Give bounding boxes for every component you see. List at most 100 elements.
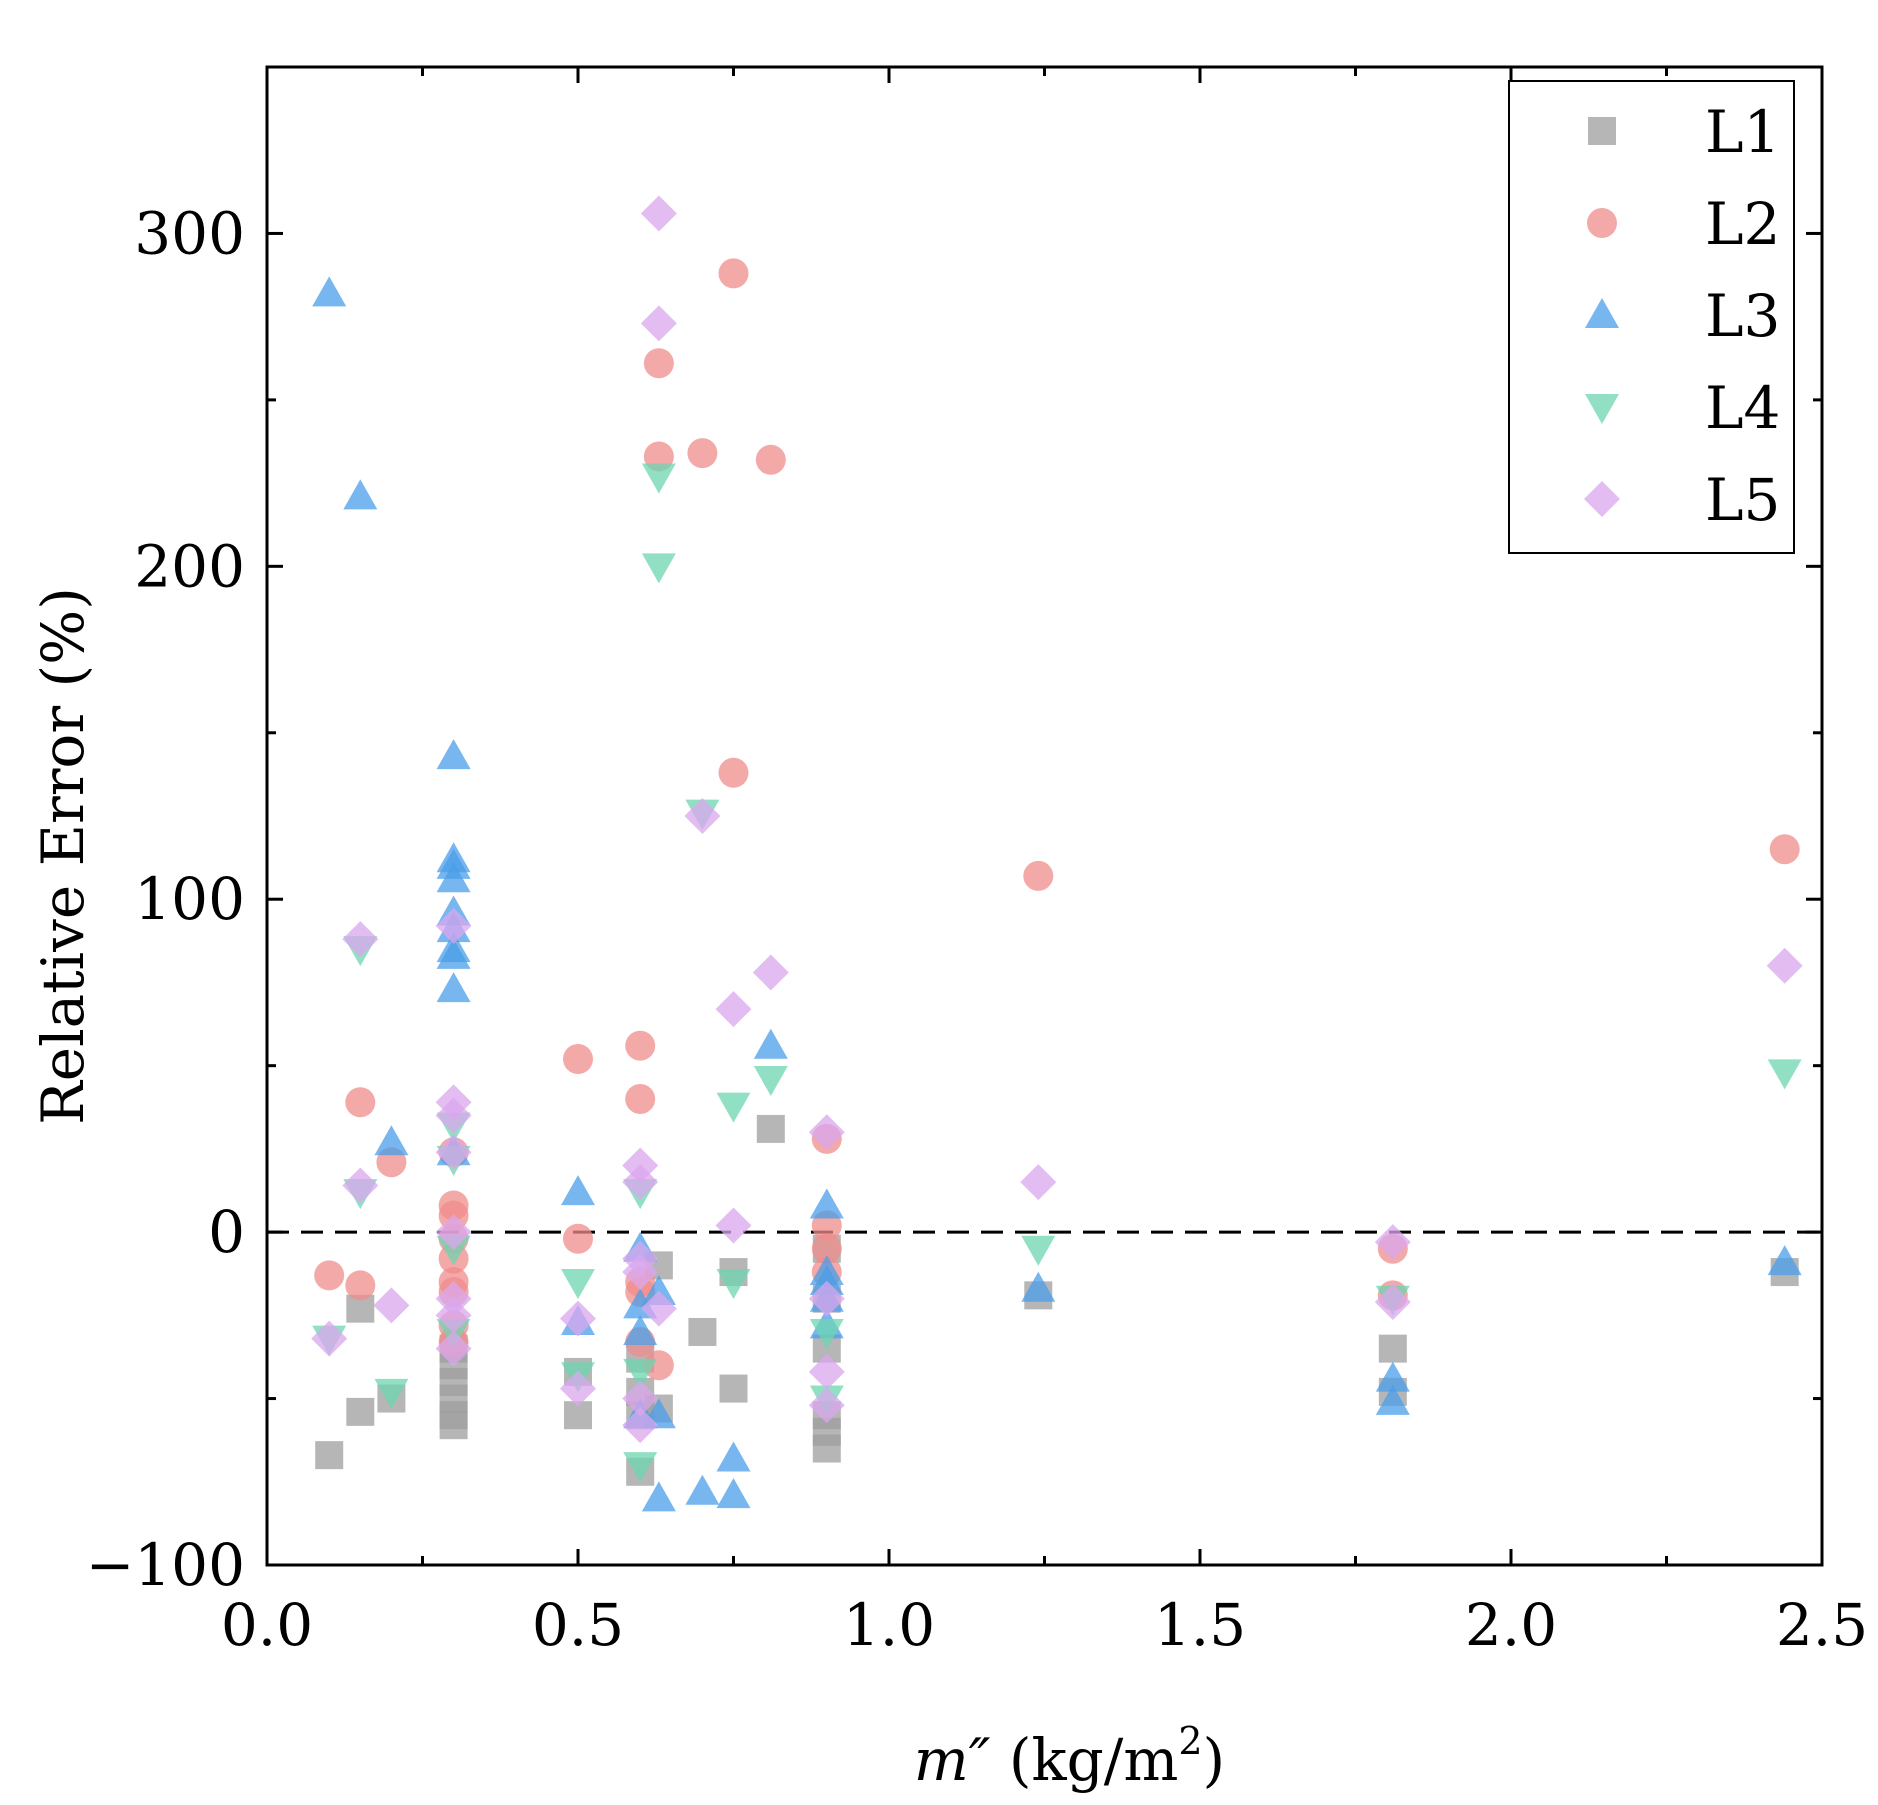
x-tick-label: 1.0 [843,1591,935,1659]
data-point-l5 [435,1097,472,1134]
data-point-l5 [1374,1224,1411,1261]
data-point-l4 [753,1065,788,1096]
data-point-l3 [1767,1245,1802,1276]
x-axis-variable: m″ [914,1726,1009,1794]
data-point-l3 [312,276,347,307]
data-point-l5 [622,1380,659,1417]
data-point-l5 [622,1164,659,1201]
data-point-l3 [436,739,471,770]
legend-marker-l3 [1585,298,1619,328]
data-point-l3 [1375,1384,1410,1415]
data-point-l5 [808,1280,845,1317]
data-point-l3 [623,1314,658,1345]
data-point-l3 [809,1265,844,1296]
data-point-l5 [808,1114,845,1151]
y-tick-label: 0 [208,1198,245,1266]
data-point-l4 [374,1378,409,1409]
data-point-l3 [1021,1271,1056,1302]
data-point-l5 [1374,1284,1411,1321]
data-point-l4 [1767,1059,1802,1090]
legend-label-l4: L4 [1705,374,1780,442]
data-point-l3 [641,1481,676,1512]
y-axis-title: Relative Error (%) [29,587,97,1125]
data-point-l1 [756,1114,785,1143]
data-point-l5 [435,907,472,944]
legend-marker-l4 [1585,394,1619,424]
data-point-l5 [373,1287,410,1324]
data-point-l2 [755,444,786,475]
data-point-l5 [715,991,752,1028]
legend-marker-l5 [1584,481,1620,517]
data-point-l4 [716,1092,751,1123]
data-point-l5 [752,954,789,991]
legend-label-l3: L3 [1705,282,1780,350]
data-point-l3 [716,1441,751,1472]
data-point-l3 [436,862,471,893]
legend-label-l5: L5 [1705,466,1780,534]
series-l5 [311,195,1803,1444]
data-point-l4 [809,1318,844,1349]
legend-label-l2: L2 [1705,190,1780,258]
data-point-l3 [436,938,471,969]
legend-marker-l2 [1587,208,1617,238]
legend-box [1508,80,1795,554]
data-point-l3 [343,479,378,510]
data-point-l4 [641,553,676,584]
data-point-l3 [1375,1361,1410,1392]
data-point-l5 [435,1134,472,1171]
x-tick-label: 2.0 [1465,1591,1557,1659]
x-axis-unit-close: ) [1203,1726,1226,1794]
data-point-l4 [623,1358,658,1389]
data-point-l2 [314,1260,345,1291]
data-point-l3 [436,972,471,1003]
data-point-l5 [560,1370,596,1407]
data-point-l5 [1020,1164,1057,1201]
x-axis-unit: (kg/m [1009,1726,1178,1794]
data-point-l1 [439,1411,468,1440]
data-point-l4 [716,1269,751,1300]
data-point-l1 [1378,1334,1407,1363]
data-point-l5 [808,1387,845,1424]
data-point-l5 [435,1330,472,1367]
data-point-l4 [1021,1235,1056,1266]
x-tick-label: 0.5 [532,1591,624,1659]
data-point-l2 [563,1223,593,1254]
data-point-l2 [625,1083,656,1114]
data-point-l1 [346,1397,375,1426]
data-point-l5 [622,1254,659,1291]
data-point-l1 [688,1317,717,1346]
data-point-l5 [342,1167,379,1204]
data-point-l2 [811,1233,842,1264]
data-point-l3 [374,1125,409,1156]
data-point-l4 [561,1269,595,1300]
data-point-l2 [563,1044,593,1075]
y-tick-label: 300 [134,199,245,267]
data-point-l5 [311,1320,348,1357]
x-tick-label: 2.5 [1776,1591,1868,1659]
y-tick-label: 100 [134,865,245,933]
data-point-l5 [1766,947,1803,984]
data-point-l4 [623,1452,658,1483]
x-tick-label: 1.5 [1154,1591,1246,1659]
data-point-l5 [640,1290,677,1327]
x-axis-title: m″ (kg/m2) [914,1719,1225,1794]
data-point-l5 [435,1214,472,1251]
y-tick-label: 200 [134,532,245,600]
y-tick-label: −100 [86,1531,245,1599]
data-point-l2 [643,348,674,379]
data-point-l4 [436,1235,471,1266]
data-point-l5 [808,1353,845,1390]
data-point-l5 [435,1297,472,1334]
data-point-l3 [753,1028,788,1059]
data-point-l3 [716,1478,751,1509]
data-point-l2 [625,1030,656,1061]
data-point-l1 [315,1441,344,1470]
data-point-l2 [718,258,749,289]
data-point-l2 [1023,860,1054,891]
data-point-l2 [718,757,749,788]
series-l1 [315,1114,1799,1486]
data-point-l3 [561,1175,595,1206]
data-point-l5 [560,1300,596,1337]
